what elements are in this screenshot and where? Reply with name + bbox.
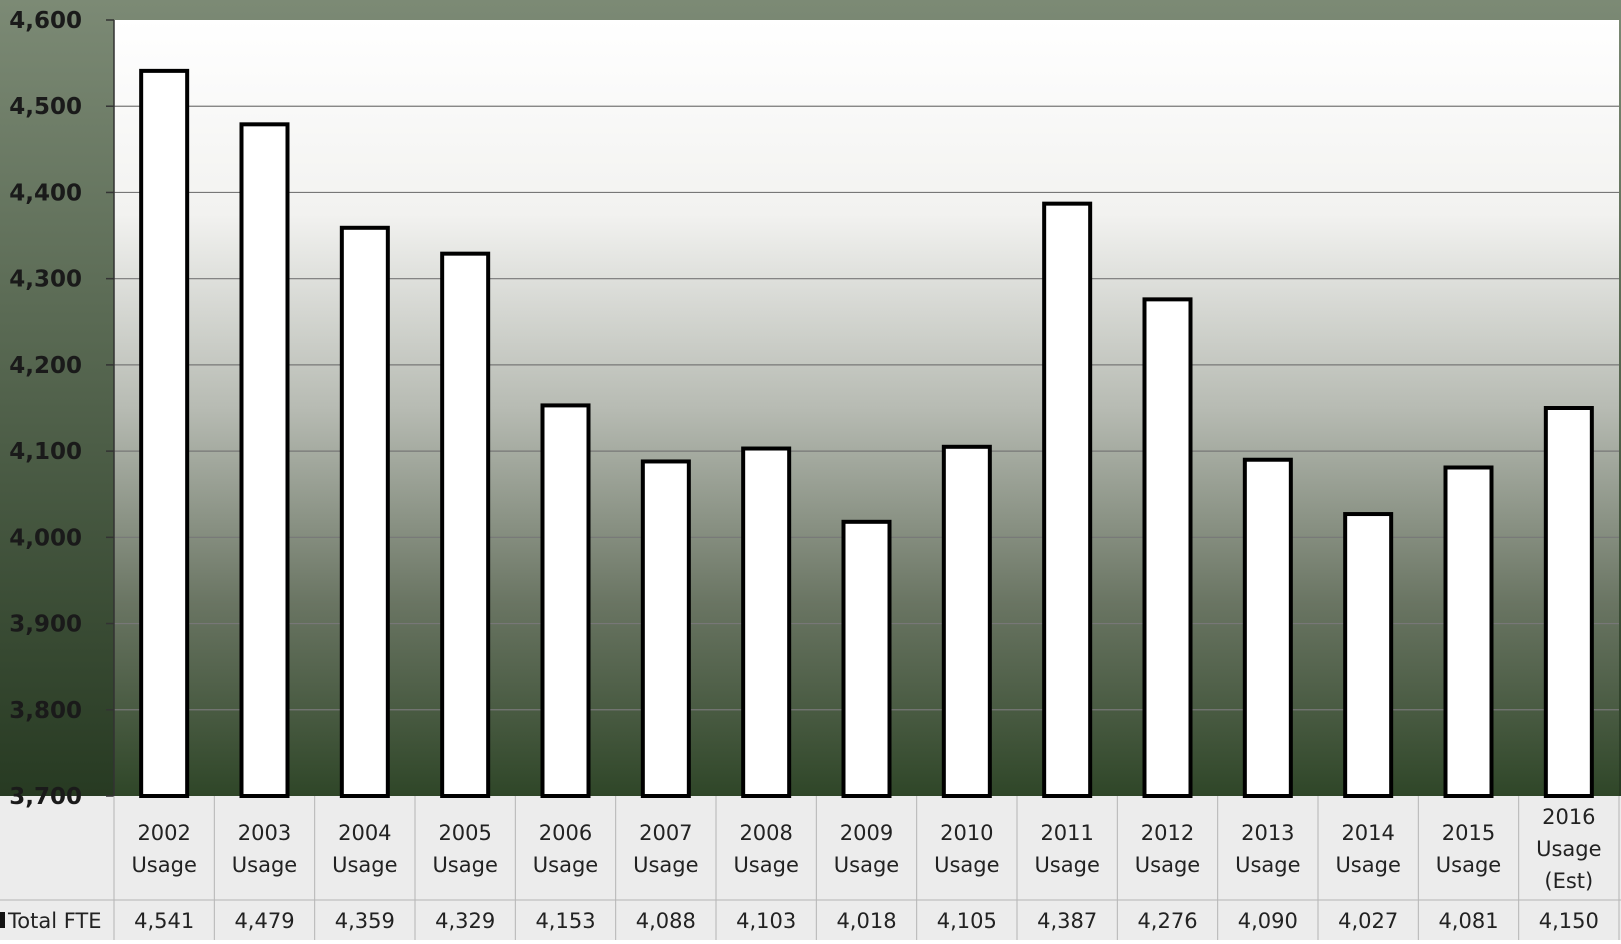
y-axis: 3,700 3,800 3,900 4,000 4,100 4,200 4,300 4,400…: [9, 8, 115, 810]
y-tick-label: 4,300: [9, 267, 82, 293]
category-label: 2013: [1241, 821, 1294, 845]
bar-series-total-fte: [139, 68, 1594, 799]
data-table: 2002 Usage 4,541 2003 Usage 4,479 2004 Usage 4,3…: [0, 796, 1621, 940]
y-tick-label: 4,400: [9, 180, 82, 206]
category-label: 2008: [739, 821, 792, 845]
category-label: Usage: [131, 853, 196, 877]
bar: [239, 122, 290, 798]
category-label: Usage: [1135, 853, 1200, 877]
data-label: 4,541: [134, 909, 194, 933]
data-label: 4,479: [234, 909, 294, 933]
category-label: Usage: [1536, 837, 1601, 861]
bar: [1543, 406, 1594, 798]
data-label: 4,359: [335, 909, 395, 933]
bar: [1443, 465, 1494, 798]
bar: [540, 403, 591, 798]
y-tick-label: 4,100: [9, 439, 82, 465]
bar: [741, 446, 792, 798]
category-label: 2015: [1442, 821, 1495, 845]
category-label: Usage: [432, 853, 497, 877]
y-tick-label: 4,200: [9, 353, 82, 379]
data-label: 4,329: [435, 909, 495, 933]
data-table-background: [0, 796, 1621, 940]
category-label: 2005: [438, 821, 491, 845]
category-label: Usage: [1235, 853, 1300, 877]
category-label: 2003: [238, 821, 291, 845]
category-label: 2010: [940, 821, 993, 845]
category-label: Usage: [1034, 853, 1099, 877]
data-label: 4,276: [1137, 909, 1197, 933]
category-label: 2007: [639, 821, 692, 845]
y-tick-label: 4,600: [9, 8, 82, 34]
y-tick-label: 3,900: [9, 612, 82, 638]
data-label: 4,027: [1338, 909, 1398, 933]
category-label: Usage: [834, 853, 899, 877]
data-label: 4,088: [636, 909, 696, 933]
bar: [1142, 297, 1193, 798]
category-label: 2016: [1542, 805, 1595, 829]
data-label: 4,387: [1037, 909, 1097, 933]
data-label: 4,018: [836, 909, 896, 933]
bar: [941, 444, 992, 798]
category-label: 2011: [1040, 821, 1093, 845]
category-label: Usage: [533, 853, 598, 877]
data-label: 4,090: [1238, 909, 1298, 933]
y-tick-label: 3,800: [9, 698, 82, 724]
data-label: 4,081: [1438, 909, 1498, 933]
bar: [339, 225, 390, 799]
category-label: 2004: [338, 821, 391, 845]
category-label: Usage: [232, 853, 297, 877]
category-label: Usage: [733, 853, 798, 877]
data-label: 4,150: [1539, 909, 1599, 933]
category-label: (Est): [1544, 869, 1593, 893]
legend-key: [0, 912, 5, 928]
category-label: Usage: [633, 853, 698, 877]
y-tick-label: 3,700: [9, 784, 82, 810]
data-label: 4,105: [937, 909, 997, 933]
bar: [1343, 512, 1394, 798]
y-tick-label: 4,500: [9, 94, 82, 120]
category-label: Usage: [332, 853, 397, 877]
bar: [1242, 457, 1293, 798]
category-label: Usage: [934, 853, 999, 877]
category-label: 2006: [539, 821, 592, 845]
bar: [640, 459, 691, 798]
legend-label: Total FTE: [7, 909, 102, 933]
bar: [440, 251, 491, 798]
category-label: 2012: [1141, 821, 1194, 845]
data-label: 4,153: [535, 909, 595, 933]
category-label: Usage: [1436, 853, 1501, 877]
bar: [841, 519, 892, 799]
category-label: Usage: [1335, 853, 1400, 877]
y-tick-label: 4,000: [9, 525, 82, 551]
category-label: 2002: [137, 821, 190, 845]
bar: [1042, 201, 1093, 799]
bar: [139, 68, 190, 799]
data-label: 4,103: [736, 909, 796, 933]
category-label: 2014: [1341, 821, 1394, 845]
category-label: 2009: [840, 821, 893, 845]
